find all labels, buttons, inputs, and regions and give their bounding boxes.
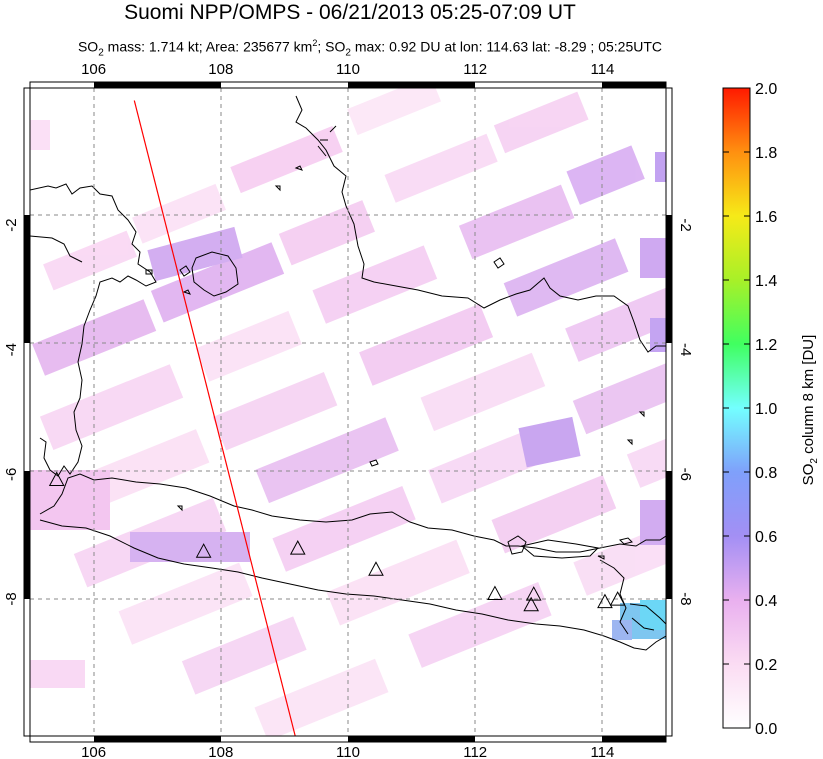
time-value: 05:25UTC <box>598 38 663 55</box>
lon-tick-label-bottom-0: 106 <box>81 744 106 759</box>
coastline-layer <box>30 95 666 651</box>
so2-max-value: 0.92 DU <box>389 38 441 55</box>
volcano-marker-0 <box>48 471 65 487</box>
max-lon-value: 114.63 <box>486 38 529 55</box>
lon-tick-label-bottom-3: 112 <box>463 744 487 759</box>
colorbar-tick-label-4: 1.2 <box>755 337 777 354</box>
grid-lines <box>30 88 666 736</box>
coastline-bali <box>629 603 666 631</box>
lat-tick-label-right-2: -6 <box>677 468 694 481</box>
map-subtitle: SO2 mass: 1.714 kt; Area: 235677 km2; SO… <box>77 38 663 59</box>
colorbar-tick-label-2: 1.6 <box>755 209 777 226</box>
map-title: Suomi NPP/OMPS - 06/21/2013 05:25-07:09 … <box>124 1 576 24</box>
colorbar-tick-label-9: 0.2 <box>755 657 777 674</box>
lat-tick-label-left-3: -8 <box>3 592 20 605</box>
coastline-sumatra-west <box>30 235 83 263</box>
colorbar-tick-label-3: 1.4 <box>755 273 777 290</box>
lat-tick-label-right-3: -8 <box>677 592 694 605</box>
volcano-marker-2 <box>289 540 306 555</box>
colorbar-tick-label-10: 0.0 <box>755 721 777 738</box>
coastline-sumatra <box>30 183 157 477</box>
volcano-marker-1 <box>195 543 212 558</box>
axis-labels: 106 106 108 108 110 110 112 112 114 114 -2 -2 -4 -4 -6… <box>3 61 694 759</box>
coastline-borneo-bay <box>317 125 337 157</box>
lon-tick-label-top-2: 110 <box>336 61 360 78</box>
volcano-marker-6 <box>523 596 540 612</box>
lat-tick-label-right-0: -2 <box>677 218 694 231</box>
volcano-layer <box>48 471 626 612</box>
area-value: 235677 km <box>243 38 313 55</box>
volcano-marker-5 <box>525 586 542 601</box>
colorbar-tick-label-8: 0.4 <box>755 593 777 610</box>
lon-tick-label-bottom-1: 108 <box>208 744 233 759</box>
volcano-marker-4 <box>487 585 503 601</box>
lon-tick-label-top-3: 112 <box>463 61 487 78</box>
coastline-bawean <box>507 535 527 555</box>
colorbar-ticks: 2.0 1.8 1.6 1.4 1.2 1.0 0.8 0.6 0.4 0.2 0.0 <box>723 81 777 738</box>
coastline-madura <box>520 539 600 559</box>
max-lat-value: -8.29 <box>554 38 587 55</box>
coastline-island-bangka <box>191 251 239 297</box>
coastline-java-north <box>39 473 666 553</box>
satellite-track-line <box>133 100 296 736</box>
lon-tick-label-bottom-4: 114 <box>590 744 614 759</box>
lon-tick-label-top-4: 114 <box>590 61 614 78</box>
coastline-east-java-tip <box>599 559 629 635</box>
colorbar-tick-label-1: 1.8 <box>755 145 777 162</box>
coastline-small-islands <box>145 165 645 560</box>
frame-tick-bars <box>23 81 673 743</box>
volcano-marker-3 <box>368 561 384 576</box>
colorbar-tick-label-0: 2.0 <box>755 81 777 98</box>
lat-tick-label-right-1: -4 <box>677 343 694 356</box>
colorbar-label: SO2 column 8 km [DU] <box>800 334 820 486</box>
lon-tick-label-bottom-2: 110 <box>336 744 360 759</box>
lat-tick-label-left-0: -2 <box>3 218 20 231</box>
so2-mass-value: 1.714 kt <box>148 38 199 55</box>
so2-pixel-layer <box>30 88 666 736</box>
colorbar-tick-label-5: 1.0 <box>755 401 777 418</box>
volcano-marker-7 <box>597 593 613 609</box>
lon-tick-label-top-0: 106 <box>81 61 106 78</box>
volcano-marker-8 <box>609 591 626 606</box>
coastline-java-south <box>39 519 666 651</box>
coastline-borneo <box>295 95 666 353</box>
lat-tick-label-left-2: -6 <box>3 468 20 481</box>
lat-tick-label-left-1: -4 <box>3 343 20 356</box>
colorbar-tick-label-6: 0.8 <box>755 465 777 482</box>
lon-tick-label-top-1: 108 <box>208 61 233 78</box>
colorbar-tick-label-7: 0.6 <box>755 529 777 546</box>
